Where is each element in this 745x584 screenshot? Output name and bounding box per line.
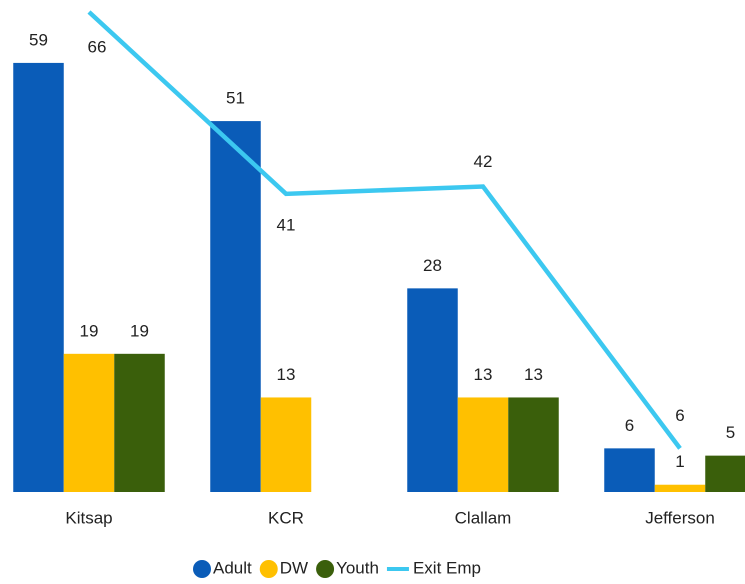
legend-label: Youth — [336, 558, 379, 577]
data-label: 1 — [675, 452, 684, 471]
legend-swatch — [259, 560, 278, 578]
bar — [260, 397, 312, 492]
x-tick-label: Jefferson — [645, 508, 715, 527]
data-label: 28 — [423, 256, 442, 275]
data-label: 6 — [675, 406, 684, 425]
data-label: 19 — [80, 321, 99, 340]
legend-label: Exit Emp — [413, 558, 481, 577]
bar — [654, 484, 706, 492]
data-label: 13 — [524, 365, 543, 384]
legend-label: Adult — [213, 558, 252, 577]
data-label: 51 — [226, 89, 245, 108]
bar — [210, 121, 261, 492]
legend-swatch — [193, 560, 211, 578]
bar — [604, 448, 655, 492]
x-tick-label: Kitsap — [65, 508, 112, 527]
data-label: 5 — [726, 423, 735, 442]
data-label: 59 — [29, 30, 48, 49]
data-label: 66 — [88, 37, 107, 56]
data-label: 13 — [474, 365, 493, 384]
bar — [705, 455, 745, 492]
line — [87, 10, 682, 450]
legend-swatch — [316, 560, 335, 578]
x-tick-label: KCR — [268, 508, 304, 527]
data-label: 41 — [277, 215, 296, 234]
data-label: 19 — [130, 321, 149, 340]
bar — [13, 62, 64, 493]
bar — [457, 397, 509, 492]
data-label: 13 — [277, 365, 296, 384]
x-tick-label: Clallam — [455, 508, 512, 527]
bar — [407, 288, 458, 492]
bar — [114, 353, 165, 492]
bar — [508, 397, 559, 492]
data-label: 6 — [625, 416, 634, 435]
legend-label: DW — [280, 558, 308, 577]
data-label: 42 — [474, 152, 493, 171]
bar — [63, 353, 115, 492]
